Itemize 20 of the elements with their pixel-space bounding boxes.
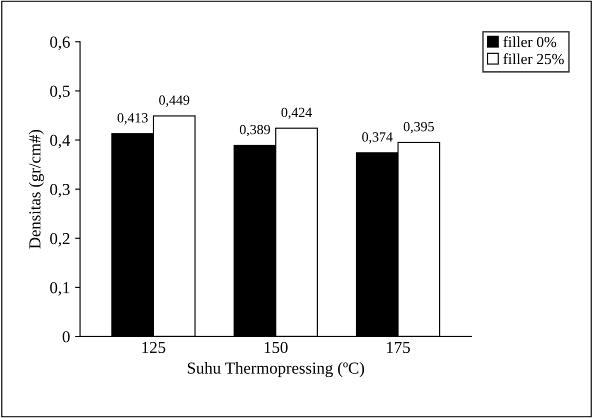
y-axis-title: Densitas (gr/cm#)	[28, 130, 44, 249]
x-tick-label: 150	[264, 342, 288, 354]
x-tick-label: 125	[142, 342, 166, 354]
y-tick-label: 0,6	[50, 36, 70, 50]
data-label: 0,413	[118, 113, 148, 124]
y-tick-label: 0,5	[50, 86, 70, 100]
legend-label: filler 25%	[503, 53, 564, 64]
data-label: 0,374	[362, 132, 393, 144]
data-label: 0,424	[281, 108, 312, 120]
x-axis-title: Suhu Thermopressing (ºC)	[188, 362, 364, 378]
legend-label: filler 0%	[503, 36, 556, 48]
y-tick-label: 0	[62, 331, 70, 342]
y-tick-label: 0,3	[50, 184, 70, 198]
y-tick-label: 0,4	[50, 134, 70, 148]
data-label: 0,389	[240, 124, 270, 136]
y-tick-label: 0,1	[50, 282, 70, 296]
data-label: 0,395	[404, 122, 434, 134]
data-label: 0,449	[159, 95, 190, 107]
x-tick-label: 175	[387, 342, 410, 354]
y-tick-label: 0,2	[50, 232, 70, 247]
